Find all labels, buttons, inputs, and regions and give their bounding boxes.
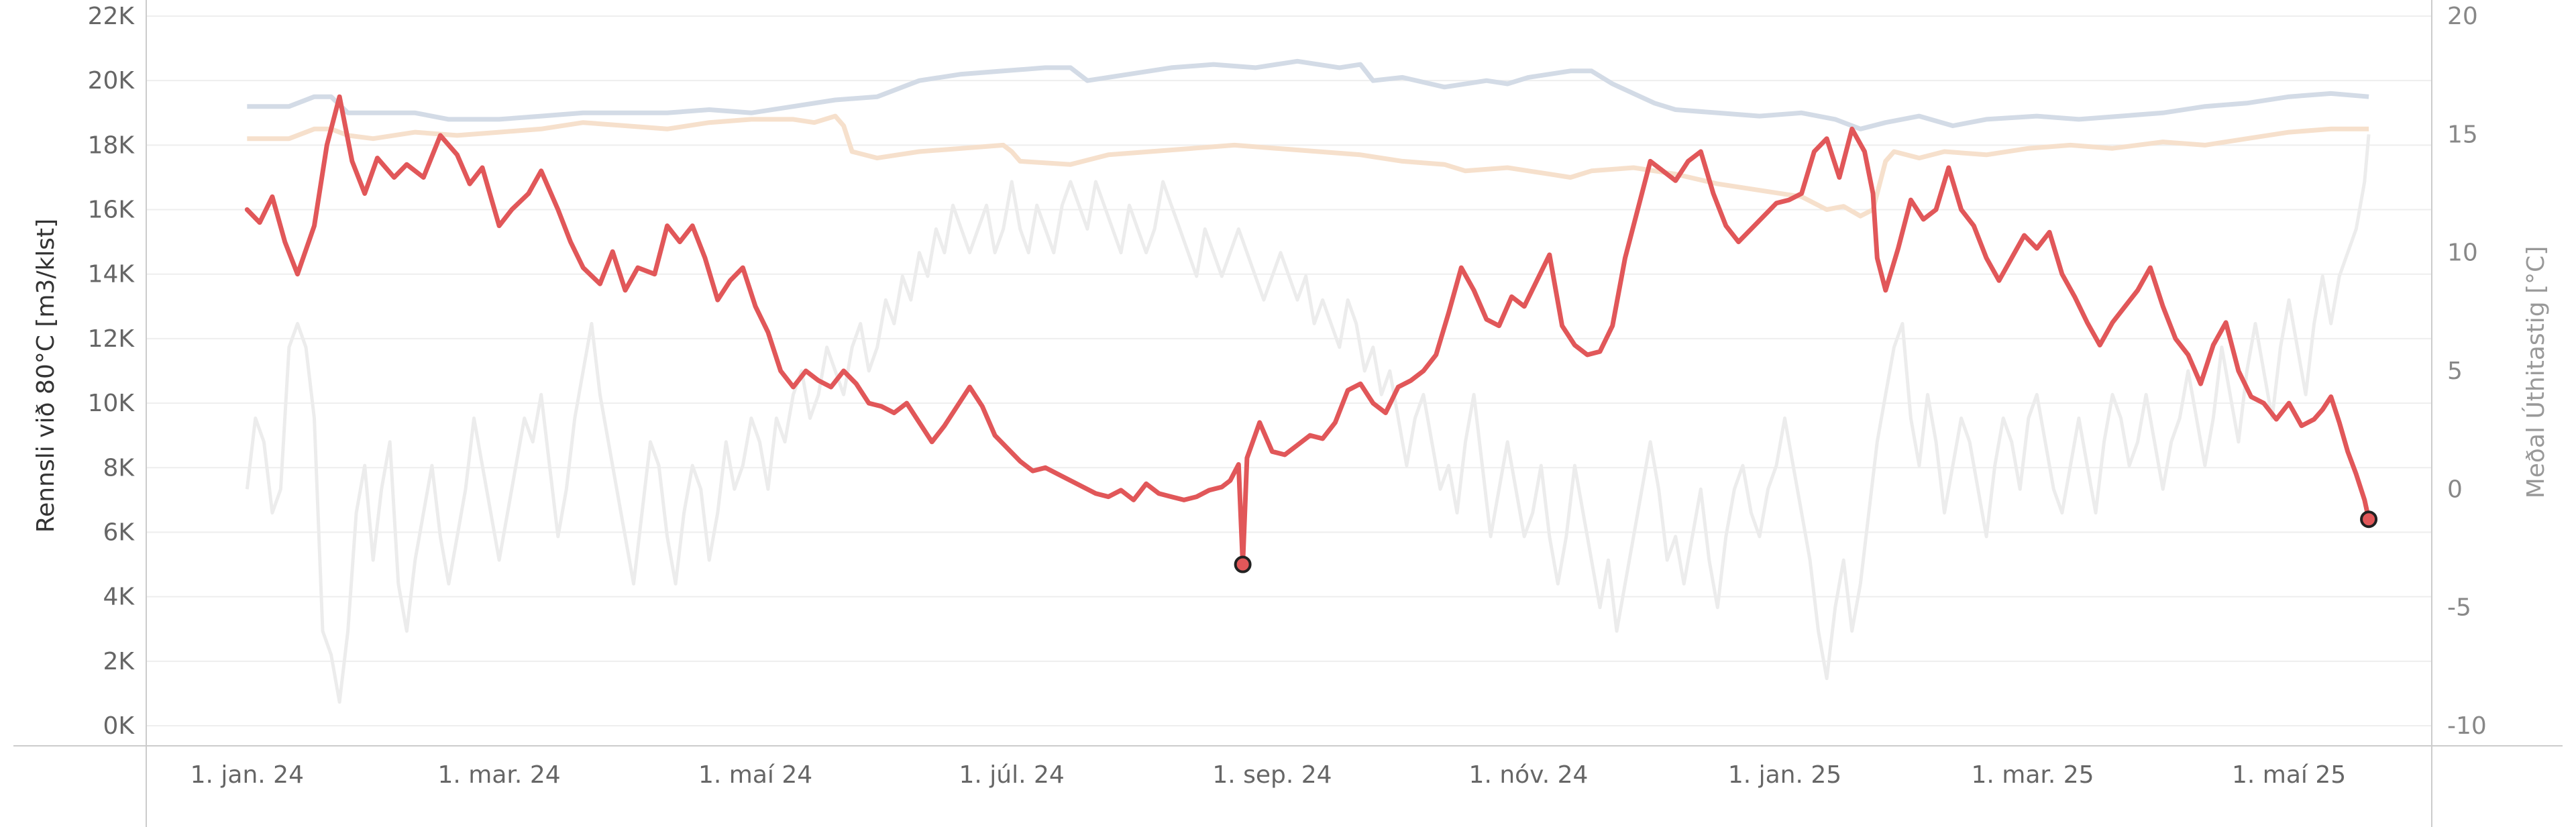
y-tick-left: 0K <box>103 712 135 740</box>
point-markers[interactable] <box>1234 510 2378 573</box>
x-tick: 1. júl. 24 <box>959 761 1064 789</box>
series-upper-band <box>247 58 2369 131</box>
y-tick-right: 20 <box>2447 3 2478 30</box>
y-tick-right: -5 <box>2447 594 2471 622</box>
y-tick-left: 10K <box>88 390 136 417</box>
y-tick-left: 22K <box>88 3 136 30</box>
y-tick-left: 2K <box>103 648 135 675</box>
x-tick: 1. mar. 25 <box>1971 761 2094 789</box>
series-temperature-line <box>245 134 2371 704</box>
y-tick-right: 10 <box>2447 239 2478 267</box>
x-tick: 1. sep. 24 <box>1212 761 1332 789</box>
y-tick-left: 4K <box>103 584 135 611</box>
gridlines <box>146 15 2432 726</box>
y-tick-left: 18K <box>88 131 136 159</box>
axes <box>13 0 2563 827</box>
flow-series <box>244 94 2371 567</box>
tick-labels: 0K 2K 4K 6K 8K 10K 12K 14K 16K 18K 20K 22K -10 -5 0 5 10… <box>88 3 2487 789</box>
x-tick: 1. jan. 25 <box>1728 761 1841 789</box>
y-tick-left: 20K <box>88 67 136 95</box>
point-marker[interactable] <box>2360 510 2378 529</box>
y-tick-left: 16K <box>88 197 136 224</box>
x-tick: 1. mar. 24 <box>438 761 561 789</box>
y-tick-right: -10 <box>2447 712 2487 740</box>
x-tick: 1. maí 24 <box>698 761 812 789</box>
y-tick-left: 14K <box>88 261 136 288</box>
temperature-series <box>245 134 2371 704</box>
y-axis-title-left: Rennsli við 80°C [m3/klst] <box>32 219 60 533</box>
series-flow-line <box>244 94 2371 567</box>
x-tick: 1. maí 25 <box>2232 761 2346 789</box>
y-tick-left: 12K <box>88 325 136 353</box>
y-tick-right: 0 <box>2447 476 2463 503</box>
point-marker[interactable] <box>1234 555 1252 573</box>
y-tick-left: 8K <box>103 454 135 482</box>
y-axis-title-right: Meðal Úthitastig [°C] <box>2522 246 2550 499</box>
y-tick-right: 5 <box>2447 357 2463 385</box>
x-tick: 1. jan. 24 <box>191 761 304 789</box>
x-tick: 1. nóv. 24 <box>1469 761 1589 789</box>
series-lower-band <box>247 113 2369 219</box>
background-series <box>247 58 2369 219</box>
y-tick-right: 15 <box>2447 121 2478 148</box>
y-tick-left: 6K <box>103 518 135 546</box>
